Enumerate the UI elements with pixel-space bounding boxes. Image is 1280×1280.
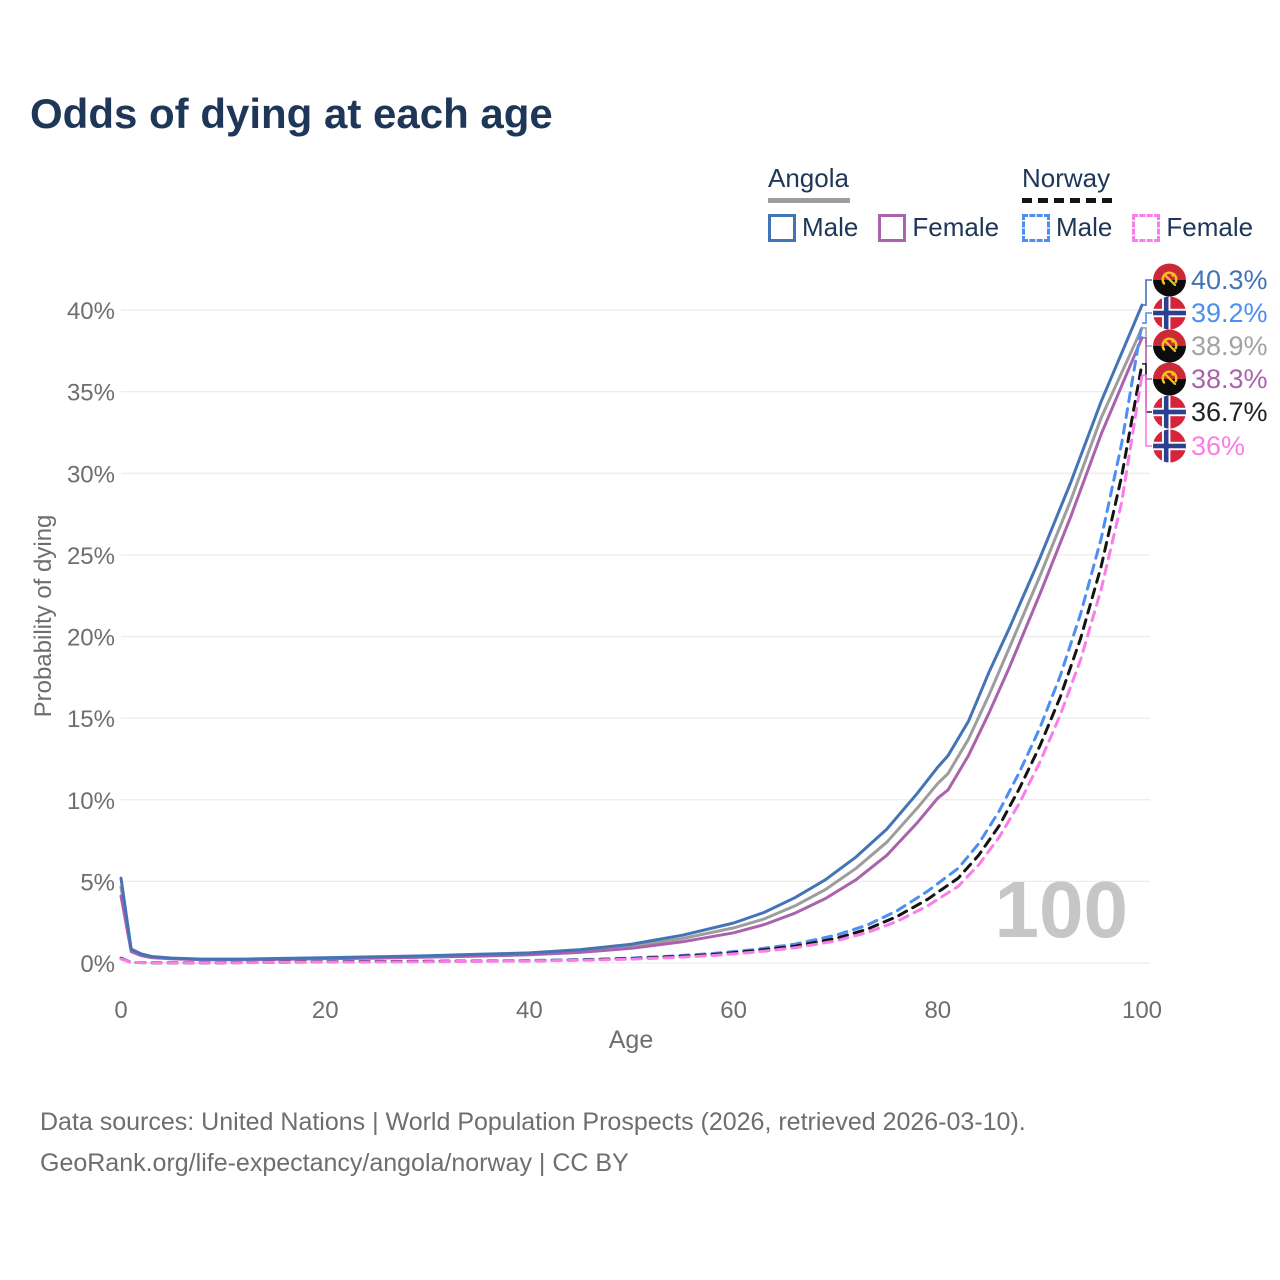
norway-female-swatch: [1132, 213, 1161, 242]
line-chart: 0% 5% 10% 15% 20% 25% 30% 35% 40% 0 20 40 60 80 100 40.…: [67, 263, 1268, 1024]
angola-male-swatch: [768, 213, 796, 242]
x-tick-label: 40: [516, 997, 543, 1024]
y-tick-label: 40%: [67, 298, 115, 325]
footer: Data sources: United Nations | World Pop…: [40, 1102, 1240, 1184]
y-tick-label: 20%: [67, 625, 115, 652]
x-tick-label: 100: [1122, 997, 1162, 1024]
y-tick-label: 15%: [67, 706, 115, 733]
end-label-connector: [1142, 336, 1152, 380]
legend-country-norway[interactable]: Norway: [1022, 163, 1111, 193]
end-value-label-angola: 38.3%: [1191, 364, 1268, 394]
x-tick-label: 0: [114, 997, 127, 1024]
series-line-norway-female: [119, 373, 1144, 965]
y-axis-title: Probability of dying: [30, 514, 57, 718]
legend-label-angola-female: Female: [912, 212, 1000, 242]
y-tick-label: 10%: [67, 788, 115, 815]
legend-label-angola-male: Male: [802, 212, 859, 242]
page-title: Odds of dying at each age: [30, 90, 553, 137]
legend-label-norway-female: Female: [1166, 212, 1254, 242]
end-label-connector: [1142, 363, 1152, 413]
end-value-label-angola: 38.9%: [1191, 331, 1268, 361]
end-value-label-norway: 39.2%: [1191, 298, 1268, 328]
angola-flag-icon: [1153, 362, 1186, 396]
end-label-connector: [1142, 374, 1152, 447]
footer-attribution: GeoRank.org/life-expectancy/angola/norwa…: [40, 1149, 629, 1177]
norway-flag-icon: [1153, 296, 1186, 330]
norway-flag-icon: [1153, 395, 1186, 429]
angola-flag-icon: [1153, 329, 1186, 363]
footer-data-sources: Data sources: United Nations | World Pop…: [40, 1108, 1026, 1136]
y-tick-label: 35%: [67, 380, 115, 407]
end-value-label-norway: 36.7%: [1191, 397, 1268, 427]
end-value-label-norway: 36%: [1191, 431, 1245, 461]
angola-female-swatch: [878, 213, 907, 242]
series-line-angola-combined: [119, 326, 1144, 961]
end-value-label-angola: 40.3%: [1191, 265, 1268, 295]
y-tick-label: 0%: [80, 951, 115, 978]
y-tick-label: 30%: [67, 461, 115, 488]
y-tick-label: 5%: [80, 869, 115, 896]
norway-dashed-line-swatch: [1022, 198, 1112, 203]
norway-flag-icon: [1153, 429, 1186, 463]
x-tick-label: 20: [312, 997, 339, 1024]
legend-country-angola[interactable]: Angola: [768, 163, 849, 193]
legend-group-norway: Norway Male Female: [1022, 163, 1253, 243]
y-tick-label: 25%: [67, 543, 115, 570]
x-axis-title: Age: [608, 1026, 654, 1054]
series-line-angola-male: [119, 303, 1144, 961]
legend-item-norway-female[interactable]: Female: [1132, 212, 1253, 243]
series-line-norway-male: [119, 321, 1144, 965]
legend-group-angola: Angola Male Female: [768, 163, 999, 243]
norway-male-swatch: [1022, 213, 1050, 242]
end-label-connector: [1142, 312, 1152, 324]
end-label-connector: [1142, 279, 1152, 306]
x-tick-label: 60: [720, 997, 747, 1024]
legend-label-norway-male: Male: [1056, 212, 1113, 242]
legend-item-angola-male[interactable]: Male: [768, 212, 858, 243]
angola-solid-line-swatch: [768, 198, 850, 203]
legend-item-norway-male[interactable]: Male: [1022, 212, 1112, 243]
legend-item-angola-female[interactable]: Female: [878, 212, 999, 243]
age-indicator-watermark: 100: [994, 865, 1128, 954]
series-line-angola-female: [119, 336, 1144, 962]
angola-flag-icon: [1153, 263, 1186, 297]
x-tick-label: 80: [924, 997, 951, 1024]
